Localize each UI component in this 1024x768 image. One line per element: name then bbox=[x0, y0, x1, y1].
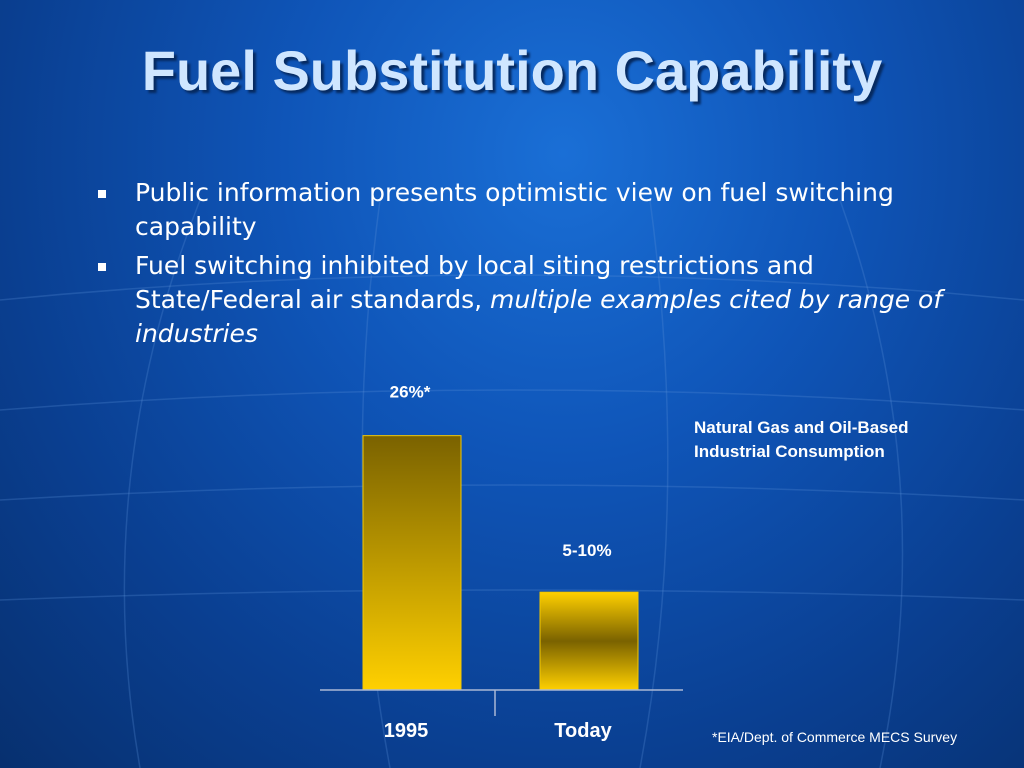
bullet-item: Fuel switching inhibited by local siting… bbox=[96, 249, 956, 351]
source-footnote: *EIA/Dept. of Commerce MECS Survey bbox=[712, 729, 958, 745]
category-label-today: Today bbox=[554, 720, 612, 742]
square-bullet-icon bbox=[98, 190, 106, 198]
bullet-text: Public information presents optimistic v… bbox=[135, 178, 894, 241]
bar-1995 bbox=[362, 435, 462, 691]
bullet-emphasis-text: multiple examples cited by range of indu… bbox=[135, 285, 943, 348]
slide-title: Fuel Substitution Capability bbox=[141, 39, 883, 102]
bullet-text: Fuel switching inhibited by local siting… bbox=[135, 251, 814, 314]
square-bullet-icon bbox=[98, 263, 106, 271]
bullet-list: Public information presents optimistic v… bbox=[96, 176, 956, 356]
bullet-item: Public information presents optimistic v… bbox=[96, 176, 956, 244]
data-label-today: 5-10% bbox=[562, 541, 611, 560]
bar-today bbox=[539, 591, 639, 691]
category-label-1995: 1995 bbox=[384, 720, 429, 742]
chart-title-line: Natural Gas and Oil-Based bbox=[694, 418, 908, 437]
data-label-1995: 26%* bbox=[390, 383, 431, 402]
chart-title-line: Industrial Consumption bbox=[694, 442, 885, 461]
